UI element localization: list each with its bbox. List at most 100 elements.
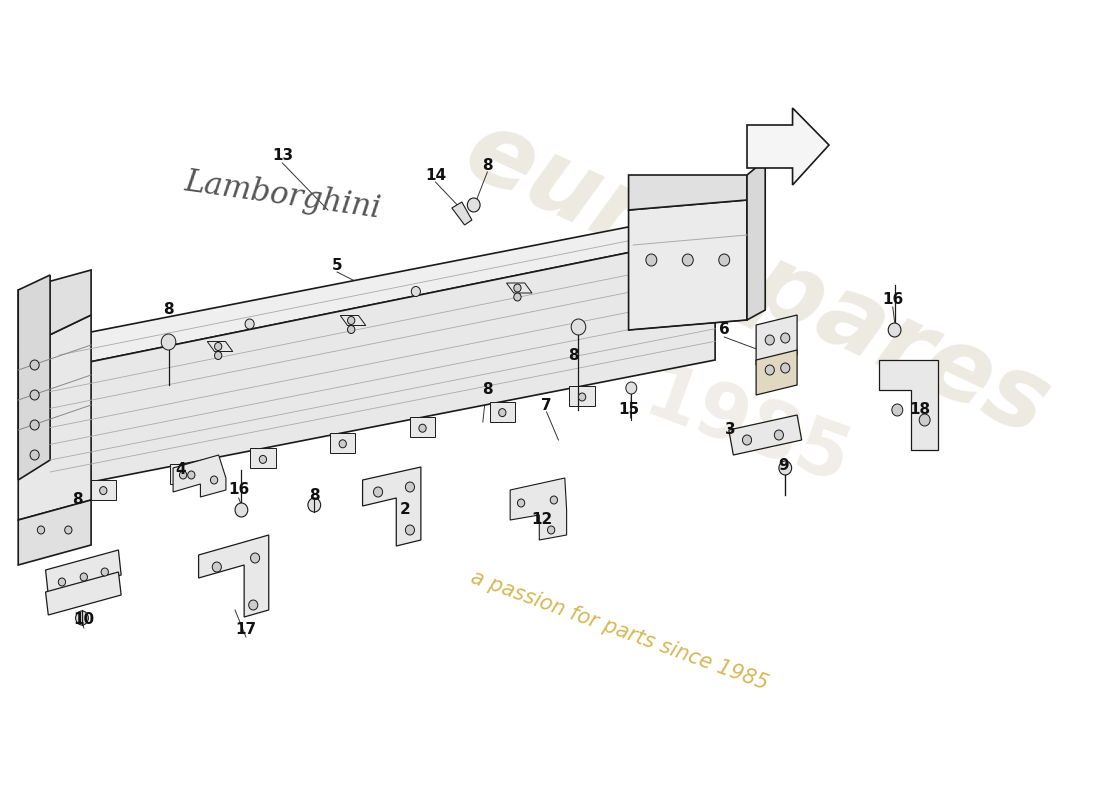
Polygon shape (19, 500, 91, 565)
Circle shape (251, 553, 260, 563)
Circle shape (65, 526, 72, 534)
Circle shape (514, 284, 521, 292)
Circle shape (548, 526, 554, 534)
Text: eurospares: eurospares (449, 102, 1064, 458)
Circle shape (781, 333, 790, 343)
Polygon shape (729, 415, 802, 455)
Circle shape (37, 526, 45, 534)
Polygon shape (747, 108, 829, 185)
Circle shape (249, 600, 257, 610)
Polygon shape (628, 200, 747, 330)
Polygon shape (410, 418, 436, 437)
Text: 14: 14 (425, 167, 446, 182)
Circle shape (498, 409, 506, 417)
Text: a passion for parts since 1985: a passion for parts since 1985 (468, 566, 771, 694)
Circle shape (80, 573, 88, 581)
Circle shape (766, 335, 774, 345)
Text: 16: 16 (882, 293, 903, 307)
Circle shape (718, 254, 729, 266)
Text: 8: 8 (569, 347, 580, 362)
Text: 2: 2 (400, 502, 410, 518)
Polygon shape (207, 342, 233, 351)
Circle shape (30, 390, 40, 400)
Polygon shape (199, 535, 268, 617)
Text: 7: 7 (541, 398, 552, 413)
Circle shape (210, 476, 218, 484)
Circle shape (212, 562, 221, 572)
Circle shape (100, 486, 107, 494)
Polygon shape (570, 386, 595, 406)
Circle shape (419, 424, 426, 432)
Circle shape (774, 430, 783, 440)
Polygon shape (90, 480, 117, 499)
Circle shape (406, 482, 415, 492)
Text: 5: 5 (332, 258, 342, 273)
Polygon shape (173, 455, 225, 497)
Circle shape (514, 293, 521, 301)
Polygon shape (19, 315, 91, 520)
Circle shape (162, 334, 176, 350)
Polygon shape (490, 402, 515, 422)
Polygon shape (628, 175, 747, 210)
Polygon shape (756, 315, 798, 365)
Polygon shape (45, 550, 121, 595)
Circle shape (179, 471, 187, 479)
Circle shape (646, 254, 657, 266)
Circle shape (348, 326, 355, 334)
Text: 12: 12 (531, 513, 552, 527)
Circle shape (742, 435, 751, 445)
Polygon shape (363, 467, 421, 546)
Polygon shape (51, 235, 715, 490)
Circle shape (214, 342, 222, 350)
Polygon shape (19, 275, 51, 480)
Polygon shape (330, 433, 355, 453)
Text: 10: 10 (74, 613, 95, 627)
Circle shape (235, 503, 248, 517)
Text: 4: 4 (175, 462, 186, 478)
Circle shape (550, 496, 558, 504)
Circle shape (779, 461, 792, 475)
Circle shape (214, 351, 222, 359)
Polygon shape (45, 572, 121, 615)
Text: 17: 17 (235, 622, 256, 638)
Text: 3: 3 (725, 422, 736, 438)
Text: 15: 15 (618, 402, 639, 418)
Polygon shape (879, 360, 938, 450)
Polygon shape (170, 464, 196, 484)
Circle shape (348, 317, 355, 325)
Text: 8: 8 (73, 493, 82, 507)
Text: 18: 18 (910, 402, 931, 418)
Polygon shape (510, 478, 566, 540)
Circle shape (30, 420, 40, 430)
Polygon shape (506, 283, 532, 293)
Circle shape (781, 363, 790, 373)
Circle shape (406, 525, 415, 535)
Circle shape (892, 404, 903, 416)
Circle shape (188, 471, 195, 479)
Text: 8: 8 (163, 302, 174, 318)
Circle shape (245, 319, 254, 329)
Polygon shape (756, 350, 798, 395)
Circle shape (517, 499, 525, 507)
Circle shape (579, 393, 586, 401)
Circle shape (260, 455, 266, 463)
Circle shape (920, 414, 931, 426)
Circle shape (571, 319, 586, 335)
Polygon shape (747, 160, 766, 320)
Circle shape (58, 578, 66, 586)
Polygon shape (19, 270, 91, 350)
Circle shape (308, 498, 321, 512)
Circle shape (339, 440, 346, 448)
Text: 13: 13 (272, 147, 293, 162)
Circle shape (30, 360, 40, 370)
Text: 8: 8 (482, 382, 493, 398)
Polygon shape (51, 210, 715, 370)
Circle shape (411, 286, 420, 297)
Text: 9: 9 (778, 458, 789, 473)
Circle shape (374, 487, 383, 497)
Circle shape (30, 450, 40, 460)
Text: 1985: 1985 (635, 359, 859, 501)
Polygon shape (452, 202, 472, 225)
Text: 8: 8 (482, 158, 493, 173)
Circle shape (888, 323, 901, 337)
